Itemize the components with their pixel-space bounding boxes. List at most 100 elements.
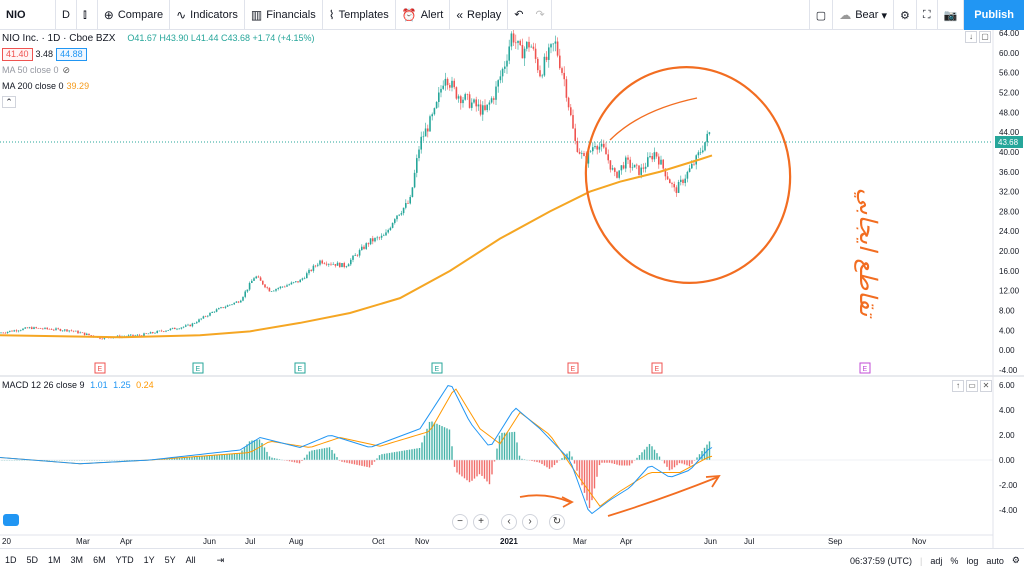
candle-body bbox=[519, 40, 521, 45]
range-5y[interactable]: 5Y bbox=[164, 555, 176, 565]
zoom-in-button[interactable]: + bbox=[473, 514, 489, 530]
indicators-button[interactable]: ∿ Indicators bbox=[170, 0, 245, 30]
candle-body bbox=[603, 143, 605, 148]
earnings-marker[interactable] bbox=[294, 362, 306, 374]
undo-button[interactable]: ↶ bbox=[508, 0, 529, 30]
macd-axis-tick: 4.00 bbox=[999, 406, 1015, 415]
range-ytd[interactable]: YTD bbox=[115, 555, 134, 565]
macd-histogram-bar bbox=[181, 457, 183, 460]
candle-body bbox=[669, 179, 671, 184]
earnings-marker[interactable] bbox=[651, 362, 663, 374]
candle-body bbox=[488, 102, 491, 105]
macd-histogram-bar bbox=[426, 428, 428, 460]
theme-dropdown[interactable]: ☁ Bear ▾ bbox=[833, 0, 894, 30]
minimize-pane-button[interactable]: ▭ bbox=[966, 380, 978, 392]
log-toggle[interactable]: log bbox=[966, 555, 979, 566]
close-pane-button[interactable]: ✕ bbox=[980, 380, 992, 392]
candle-body bbox=[411, 187, 414, 197]
collapse-legend-button[interactable]: ⌃ bbox=[2, 96, 16, 108]
candle-body bbox=[53, 329, 55, 331]
candle-body bbox=[444, 78, 447, 86]
redo-button[interactable]: ↷ bbox=[529, 0, 552, 30]
symbol-search[interactable]: NIO bbox=[0, 0, 56, 30]
macd-histogram-bar bbox=[213, 454, 216, 460]
interval-button[interactable]: D bbox=[56, 0, 77, 30]
range-6m[interactable]: 6M bbox=[93, 555, 106, 565]
range-1d[interactable]: 1D bbox=[5, 555, 17, 565]
earnings-marker[interactable] bbox=[859, 362, 871, 374]
candle-body bbox=[64, 329, 66, 331]
alert-button[interactable]: ⏰ Alert bbox=[396, 0, 451, 30]
financials-button[interactable]: ▥ Financials bbox=[245, 0, 323, 30]
candle-body bbox=[35, 327, 37, 329]
gear-icon[interactable]: ⚙ bbox=[1011, 555, 1020, 565]
candle-body bbox=[48, 328, 51, 330]
candle-body bbox=[86, 333, 88, 335]
compare-button[interactable]: ⊕ Compare bbox=[98, 0, 171, 30]
range-1y[interactable]: 1Y bbox=[143, 555, 155, 565]
candle-body bbox=[90, 335, 92, 336]
range-all[interactable]: All bbox=[185, 555, 196, 565]
eye-off-icon[interactable]: ⊘ bbox=[62, 64, 71, 75]
scroll-down-button[interactable]: ↓ bbox=[965, 31, 977, 43]
range-3m[interactable]: 3M bbox=[70, 555, 84, 565]
earnings-marker[interactable] bbox=[431, 362, 443, 374]
chart-type-button[interactable]: ⫾ bbox=[77, 0, 98, 30]
scroll-right-button[interactable]: › bbox=[522, 514, 538, 530]
earnings-marker[interactable] bbox=[94, 362, 106, 374]
reset-chart-button[interactable]: ↻ bbox=[549, 514, 565, 530]
chart-area[interactable]: E E E E E E E تقاطع ايجابي 64.00 60.00 56.00 52.0… bbox=[0, 30, 1024, 548]
macd-histogram-bar bbox=[611, 460, 613, 464]
time-axis-tick: 20 bbox=[2, 537, 11, 546]
candle-body bbox=[61, 330, 64, 332]
macd-histogram-bar bbox=[556, 460, 558, 463]
candle-body bbox=[88, 333, 90, 336]
layout-button[interactable]: ▢ bbox=[808, 0, 834, 30]
macd-histogram-bar bbox=[428, 421, 431, 460]
fullscreen-button[interactable]: ⛶ bbox=[917, 0, 938, 30]
candle-body bbox=[453, 80, 455, 88]
buy-price-box[interactable]: 44.88 bbox=[56, 47, 87, 61]
publish-button[interactable]: Publish bbox=[964, 0, 1024, 30]
candle-body bbox=[354, 254, 356, 256]
earnings-marker[interactable] bbox=[567, 362, 579, 374]
macd-histogram-bar bbox=[541, 460, 543, 465]
price-axis-tick: 40.00 bbox=[999, 148, 1020, 157]
percent-toggle[interactable]: % bbox=[950, 555, 959, 566]
templates-button[interactable]: ⌇ Templates bbox=[323, 0, 396, 30]
legend-ma200-row[interactable]: MA 200 close 0 39.29 bbox=[2, 79, 315, 93]
snapshot-button[interactable]: 📷 bbox=[938, 0, 965, 30]
candle-body bbox=[697, 152, 700, 156]
candle-body bbox=[341, 263, 343, 268]
range-1m[interactable]: 1M bbox=[48, 555, 61, 565]
candle-body bbox=[314, 265, 317, 267]
clock-time[interactable]: 06:37:59 (UTC) bbox=[849, 555, 912, 566]
macd-histogram-bar bbox=[688, 460, 691, 467]
range-5d[interactable]: 5D bbox=[26, 555, 39, 565]
legend-ma50-row[interactable]: MA 50 close 0 ⊘ bbox=[2, 63, 315, 77]
candle-body bbox=[264, 284, 266, 288]
earnings-marker[interactable] bbox=[192, 362, 204, 374]
candle-body bbox=[512, 33, 515, 43]
replay-button[interactable]: «Replay bbox=[450, 0, 509, 30]
maximize-pane-button[interactable]: ▢ bbox=[979, 31, 991, 43]
tradingview-logo-icon[interactable] bbox=[3, 514, 19, 526]
scroll-left-button[interactable]: ‹ bbox=[501, 514, 517, 530]
auto-toggle[interactable]: auto bbox=[986, 555, 1004, 566]
sell-price-box[interactable]: 41.40 bbox=[2, 47, 33, 61]
move-up-button[interactable]: ↑ bbox=[952, 380, 964, 392]
candle-body bbox=[57, 328, 59, 330]
zoom-out-button[interactable]: − bbox=[452, 514, 468, 530]
macd-histogram-bar bbox=[536, 460, 538, 463]
goto-date-icon[interactable]: ⇥ bbox=[216, 554, 225, 565]
macd-histogram-bar bbox=[193, 456, 196, 460]
macd-histogram-bar bbox=[406, 450, 408, 460]
adj-toggle[interactable]: adj bbox=[930, 555, 943, 566]
candle-body bbox=[207, 315, 209, 317]
macd-legend[interactable]: MACD 12 26 close 9 1.01 1.25 0.24 bbox=[2, 380, 154, 390]
settings-button[interactable]: ⚙ bbox=[894, 0, 917, 30]
candle-body bbox=[418, 149, 420, 159]
candle-body bbox=[570, 107, 572, 116]
legend-title[interactable]: NIO Inc. · 1D · Cboe BZX bbox=[2, 32, 116, 44]
macd-histogram-bar bbox=[286, 460, 288, 461]
